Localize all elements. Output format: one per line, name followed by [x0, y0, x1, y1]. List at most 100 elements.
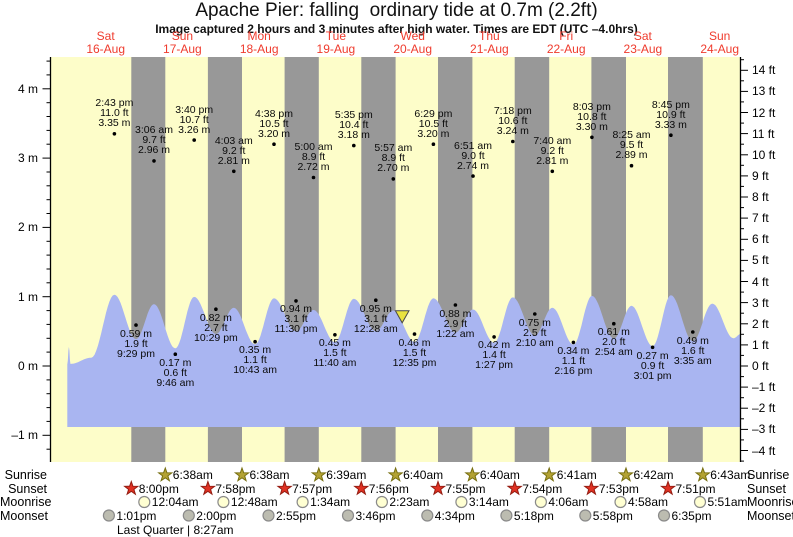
right-axis-label: 0 ft: [752, 359, 769, 373]
tide-event-dot: [511, 139, 515, 144]
tide-event-dot: [352, 143, 356, 148]
day-label: Mon 18-Aug: [239, 29, 279, 56]
sunset-time: 7:56pm: [368, 481, 409, 496]
tide-event-dot: [533, 312, 537, 316]
day-label: Wed 20-Aug: [393, 29, 433, 56]
tide-event-dot: [453, 303, 458, 307]
tide-event-dot: [272, 142, 276, 146]
tide-high-label: 3:06 am 9.7 ft 2.96 m: [135, 124, 173, 157]
moonset-circle-icon: [182, 509, 195, 522]
moonrise-time: 2:23am: [389, 495, 430, 509]
right-axis-label: 8 ft: [752, 190, 769, 204]
moonset-time: 4:34pm: [434, 508, 475, 523]
tide-high-label: 8:45 pm 10.9 ft 3.33 m: [651, 98, 690, 131]
tide-low-label: 0.88 m 2.9 ft 1:22 am: [436, 307, 475, 340]
right-axis-label: –1 ft: [752, 380, 776, 395]
moonset-time: 5:18pm: [513, 508, 554, 523]
sunrise-time: 6:38am: [172, 468, 213, 482]
right-axis-label: 3 ft: [752, 295, 769, 310]
tide-event-dot: [333, 333, 337, 337]
tide-high-label: 7:18 pm 10.6 ft 3.24 m: [493, 105, 532, 137]
tide-high-label: 4:38 pm 10.5 ft 3.20 m: [255, 107, 293, 140]
moonrise-circle-icon: [455, 495, 468, 509]
left-axis-label: 3 m: [17, 151, 38, 166]
moonrise-time: 12:48am: [230, 495, 278, 509]
tide-event-dot: [550, 169, 555, 174]
row-label-sunset: Sunset: [8, 481, 47, 496]
sunset-time: 8:00pm: [138, 481, 179, 496]
sunset-time: 7:57pm: [292, 481, 333, 496]
right-axis-label: 6 ft: [752, 232, 769, 247]
moonrise-time: 1:34am: [310, 495, 351, 509]
sunrise-star-icon: [617, 466, 634, 482]
tide-event-dot: [374, 298, 378, 303]
sunset-star-icon: [583, 479, 600, 496]
day-label: Sat 23-Aug: [623, 29, 663, 56]
sunset-time: 7:53pm: [598, 481, 639, 496]
tide-curve-area: [67, 294, 740, 427]
sunset-star-icon: [353, 479, 370, 496]
tide-high-label: 5:00 am 8.9 ft 2.72 m: [294, 141, 333, 173]
sunrise-time: 6:38am: [249, 468, 290, 482]
sunrise-star-icon: [541, 466, 558, 482]
tide-event-dot: [192, 138, 196, 142]
row-label-sunrise: Sunrise: [747, 468, 790, 482]
tide-event-dot: [391, 177, 396, 181]
sunset-star-icon: [276, 479, 293, 496]
tide-event-dot: [612, 321, 616, 326]
right-axis-label: 4 ft: [752, 274, 769, 289]
row-label-sunrise: Sunrise: [4, 468, 47, 482]
sunrise-star-icon: [694, 466, 711, 482]
tide-high-label: 5:35 pm 10.4 ft 3.18 m: [334, 109, 373, 142]
moonrise-circle-icon: [534, 495, 548, 509]
sunset-star-icon: [430, 479, 447, 496]
row-label-moonset: Moonset: [0, 508, 48, 523]
moonset-circle-icon: [341, 509, 355, 522]
tide-event-dot: [691, 330, 695, 334]
tide-low-label: 0.82 m 2.7 ft 10:29 pm: [194, 311, 238, 344]
moonset-time: 5:58pm: [592, 508, 633, 523]
right-axis-label: 12 ft: [752, 105, 776, 120]
moonset-circle-icon: [579, 509, 592, 522]
right-axis-label: –4 ft: [752, 443, 776, 458]
moonset-time: 2:55pm: [276, 508, 317, 523]
moonrise-time: 4:06am: [548, 495, 589, 509]
moonrise-circle-icon: [693, 495, 707, 509]
moonset-time: 2:00pm: [196, 508, 237, 523]
tide-high-label: 8:25 am 9.5 ft 2.89 m: [612, 129, 651, 162]
moonset-time: 1:01pm: [116, 508, 157, 523]
moonrise-circle-icon: [217, 495, 230, 509]
tide-event-dot: [650, 345, 655, 350]
tide-low-label: 0.42 m 1.4 ft 1:27 pm: [475, 339, 514, 372]
right-axis-label: –3 ft: [752, 422, 776, 437]
right-axis-label: 13 ft: [752, 84, 776, 99]
tide-high-label: 6:51 am 9.0 ft 2.74 m: [454, 139, 492, 172]
tide-low-label: 0.95 m 3.1 ft 12:28 am: [353, 302, 398, 335]
moonrise-circle-icon: [375, 495, 388, 509]
tide-event-dot: [253, 339, 257, 344]
moonset-circle-icon: [102, 509, 116, 522]
tide-low-label: 0.34 m 1.1 ft 2:16 pm: [554, 344, 593, 377]
tide-event-dot: [173, 352, 178, 357]
tide-event-dot: [629, 163, 634, 168]
left-axis-label: –1 m: [11, 428, 38, 443]
moonrise-circle-icon: [296, 495, 309, 509]
tide-event-dot: [134, 323, 138, 327]
current-tide-marker-icon: [394, 310, 410, 324]
sunrise-time: 6:40am: [479, 468, 520, 482]
moonset-circle-icon: [500, 509, 513, 522]
day-label: Fri 22-Aug: [546, 29, 586, 56]
tide-low-label: 0.45 m 1.5 ft 11:40 am: [313, 337, 357, 370]
chart-title: Apache Pier: falling ordinary tide at 0.…: [195, 0, 598, 21]
sunset-time: 7:58pm: [215, 481, 256, 496]
sunrise-star-icon: [157, 466, 174, 482]
chart-subtitle: Image captured 2 hours and 3 minutes aft…: [155, 22, 638, 36]
sunrise-time: 6:41am: [556, 468, 597, 482]
tide-high-label: 7:40 am 9.2 ft 2.81 m: [533, 134, 572, 167]
sunset-star-icon: [199, 479, 217, 496]
tide-event-dot: [152, 159, 156, 163]
sunset-time: 7:55pm: [445, 481, 486, 496]
right-axis-label: 14 ft: [752, 63, 776, 78]
tide-high-label: 4:03 am 9.2 ft 2.81 m: [214, 134, 253, 167]
